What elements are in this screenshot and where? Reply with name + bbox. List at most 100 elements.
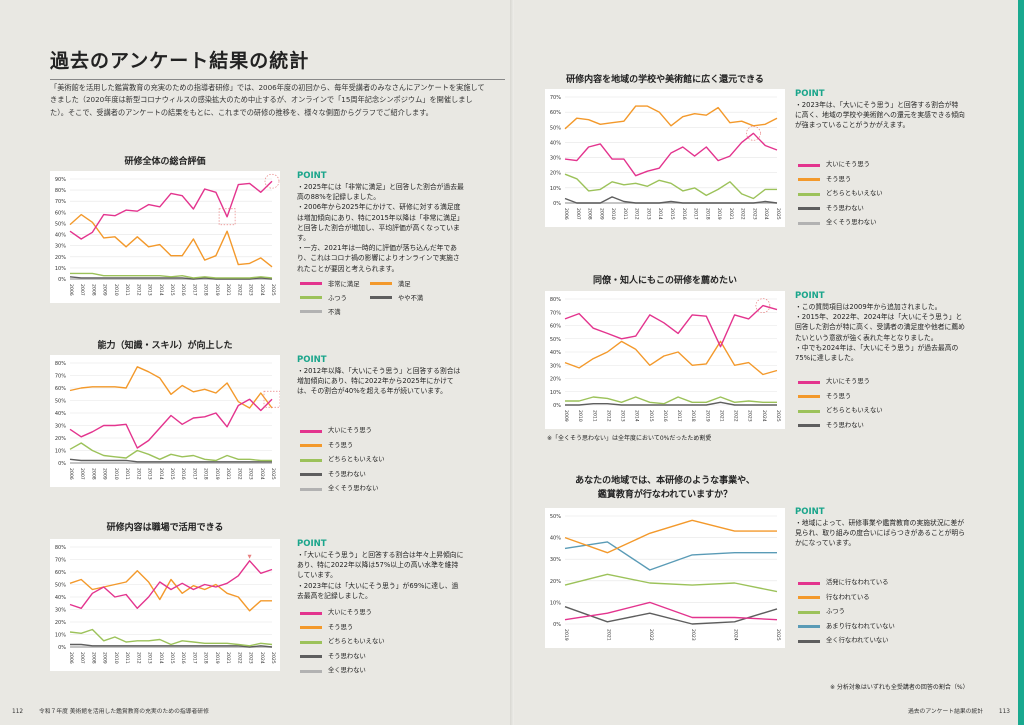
y-tick-label: 70% xyxy=(550,95,561,101)
legend-item: 全くそう思わない xyxy=(798,216,883,231)
legend-item: 全く行なわれていない xyxy=(798,634,895,649)
x-tick-label: 2022 xyxy=(740,208,746,220)
y-tick-label: 80% xyxy=(550,297,561,303)
chart-title: あなたの地域では、本研修のような事業や、 鑑賞教育が行なわれていますか？ xyxy=(545,474,785,502)
series-line xyxy=(564,519,777,554)
x-tick-label: 2018 xyxy=(704,208,710,220)
series-line xyxy=(564,196,778,204)
y-tick-label: 60% xyxy=(55,386,66,392)
x-tick-label: 2015 xyxy=(648,410,654,422)
legend-swatch xyxy=(300,444,322,448)
y-tick-label: 70% xyxy=(55,558,66,564)
x-tick-label: 2022 xyxy=(236,468,242,480)
point-box: POINT ・2025年には「非常に満足」と回答した割合が過去最高の88%を記録し… xyxy=(297,171,465,274)
series-line xyxy=(69,570,272,612)
page-edge-accent xyxy=(1018,0,1024,725)
x-tick-label: 2019 xyxy=(214,652,220,664)
chart-title: 能力（知識・スキル）が向上した xyxy=(97,341,233,351)
footer-right: 過去のアンケート結果の統計 113 xyxy=(908,706,1010,715)
x-tick-label: 2008 xyxy=(90,468,96,480)
y-tick-label: 20% xyxy=(550,171,561,177)
x-tick-label: 2015 xyxy=(169,652,175,664)
x-tick-label: 2010 xyxy=(577,410,583,422)
intro-paragraph: 「美術館を活用した鑑賞教育の充実のための指導者研修」では、2006年度の初回から… xyxy=(50,83,485,117)
chart-legend: 大いにそう思う そう思う どちらともいえない そう思わない 全くそう思わない xyxy=(798,158,883,231)
x-tick-label: 2016 xyxy=(662,410,668,422)
y-tick-label: 10% xyxy=(550,186,561,192)
legend-label: ふつう xyxy=(328,295,347,302)
legend-label: 全く思わない xyxy=(328,667,366,674)
legend-item: 全く思わない xyxy=(300,664,385,679)
legend-item: どちらともいえない xyxy=(798,187,883,202)
legend-label: そう思う xyxy=(328,623,354,631)
legend-item: どちらともいえない xyxy=(798,404,883,419)
legend-label: そう思わない xyxy=(328,652,366,660)
chart-title: 研修内容を地域の学校や美術館に広く還元できる xyxy=(566,75,764,85)
legend-swatch xyxy=(300,626,322,630)
chart-plot-workplace: 0% 10% 20% 30% 40% 50% 60% 70% 80% 2006 2007 2008 20… xyxy=(50,539,280,671)
chart-plot-recommend: 0% 10% 20% 30% 40% 50% 60% 70% 80% 2009 2010 2011 20… xyxy=(545,291,785,429)
y-tick-label: 50% xyxy=(550,125,561,131)
page-number: 113 xyxy=(998,709,1010,715)
y-tick-label: 20% xyxy=(550,579,561,585)
y-tick-label: 40% xyxy=(550,140,561,146)
y-tick-label: 30% xyxy=(550,156,561,162)
x-tick-label: 2008 xyxy=(587,208,593,220)
legend-label: そう思う xyxy=(328,441,354,449)
x-tick-label: 2008 xyxy=(90,284,96,296)
chart-title: 研修内容は職場で活用できる xyxy=(106,523,224,533)
x-tick-label: 2011 xyxy=(622,208,628,220)
chart-plot-regional: 0% 10% 20% 30% 40% 50% 2019 2021 2022 2023 2024 202… xyxy=(545,508,785,648)
point-heading: POINT xyxy=(795,89,825,99)
series-line xyxy=(70,643,273,648)
x-tick-label: 2011 xyxy=(591,410,597,422)
series-line xyxy=(69,213,273,268)
x-tick-label: 2021 xyxy=(225,652,231,664)
legend-item: 大いにそう思う xyxy=(300,424,385,439)
legend-swatch xyxy=(798,192,820,196)
chart-svg: 0% 10% 20% 30% 40% 50% 60% 70% 80% 2006 2007 2008 20… xyxy=(55,545,276,664)
chart-svg: 0% 10% 20% 30% 40% 50% 60% 70% 80% 2009 2010 2011 20… xyxy=(550,297,781,422)
legend-item: やや不満 xyxy=(370,293,440,302)
x-tick-label: 2022 xyxy=(733,410,739,422)
y-tick-label: 40% xyxy=(550,536,561,542)
point-list: ・この質問項目は2009年から追加されました。 ・2015年、2022年、2024… xyxy=(795,302,967,363)
series-line xyxy=(69,560,273,610)
x-tick-label: 2007 xyxy=(79,284,85,296)
legend-swatch xyxy=(798,380,820,384)
legend-swatch xyxy=(370,282,392,285)
point-item: ・地域によって、研修事業や鑑賞教育の実施状況に差が見られ、取り組みの度合いにばら… xyxy=(795,519,965,548)
point-item: ・2015年、2022年、2024年は「大いにそう思う」と回答した割合が特に高く… xyxy=(795,313,965,342)
legend-label: そう思う xyxy=(826,392,852,400)
series-line xyxy=(69,442,272,462)
series-line xyxy=(564,541,777,571)
point-heading: POINT xyxy=(297,171,327,181)
legend-swatch xyxy=(300,296,322,299)
legend-item: 活発に行なわれている xyxy=(798,576,895,591)
series-line xyxy=(564,340,778,376)
x-tick-label: 2024 xyxy=(761,410,767,422)
x-tick-label: 2012 xyxy=(135,652,141,664)
x-tick-label: 2024 xyxy=(259,468,265,480)
legend-label: そう思う xyxy=(826,175,852,183)
y-tick-label: 10% xyxy=(55,266,66,272)
legend-swatch xyxy=(798,596,820,600)
series-line xyxy=(69,628,273,647)
y-tick-label: 0% xyxy=(58,461,66,467)
legend-label: どちらともいえない xyxy=(328,456,385,463)
legend-swatch xyxy=(798,395,820,399)
chart-svg: 0% 10% 20% 30% 40% 50% 60% 70% 2006 2007 2008 2009 2… xyxy=(550,95,781,220)
point-item: ・中でも2024年は、「大いにそう思う」が過去最高の75%に達しました。 xyxy=(795,343,959,363)
point-list: ・2012年以降、「大いにそう思う」と回答する割合は増加傾向にあり、特に2022… xyxy=(297,366,465,397)
chart-plot-skills: 0% 10% 20% 30% 40% 50% 60% 70% 80% 2006 2007 2008 20… xyxy=(50,355,280,487)
x-tick-label: 2006 xyxy=(68,652,74,664)
point-item: ・2012年以降、「大いにそう思う」と回答する割合は増加傾向にあり、特に2022… xyxy=(297,367,461,396)
highlight-circle xyxy=(746,125,761,141)
x-tick-label: 2023 xyxy=(747,410,753,422)
legend-swatch xyxy=(300,487,322,491)
series-line xyxy=(565,401,777,406)
legend-swatch xyxy=(798,625,820,629)
x-tick-label: 2024 xyxy=(763,208,769,220)
chart-legend: 大いにそう思う そう思う どちらともいえない そう思わない xyxy=(798,375,883,433)
legend-item: 大いにそう思う xyxy=(798,375,883,390)
